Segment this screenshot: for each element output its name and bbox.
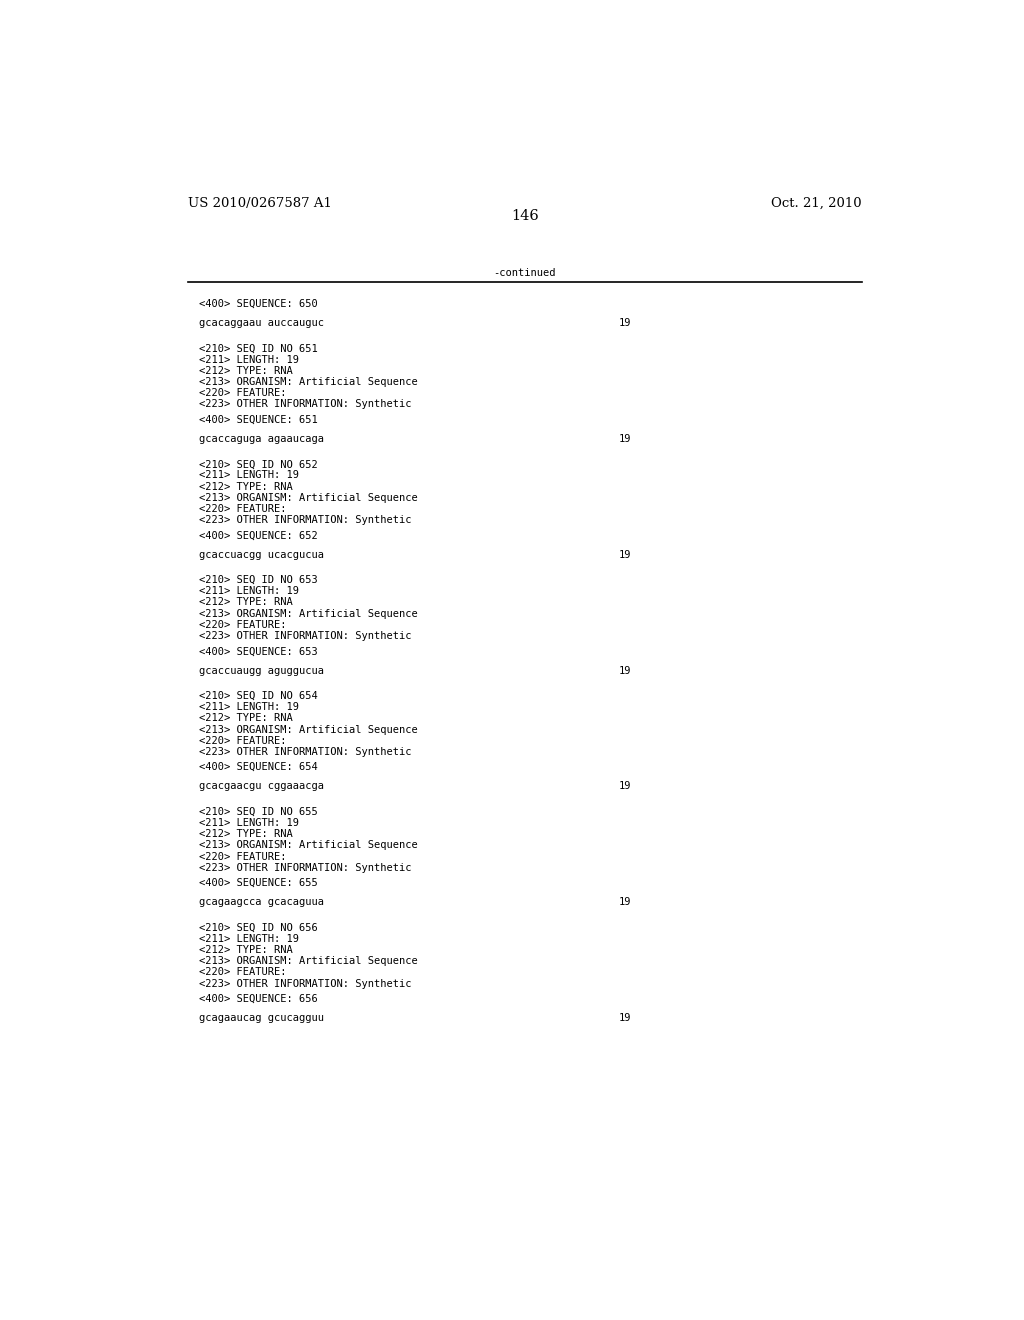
Text: <220> FEATURE:: <220> FEATURE:: [200, 968, 287, 977]
Text: <223> OTHER INFORMATION: Synthetic: <223> OTHER INFORMATION: Synthetic: [200, 631, 412, 642]
Text: <212> TYPE: RNA: <212> TYPE: RNA: [200, 829, 293, 840]
Text: <213> ORGANISM: Artificial Sequence: <213> ORGANISM: Artificial Sequence: [200, 492, 418, 503]
Text: <220> FEATURE:: <220> FEATURE:: [200, 851, 287, 862]
Text: <213> ORGANISM: Artificial Sequence: <213> ORGANISM: Artificial Sequence: [200, 956, 418, 966]
Text: <400> SEQUENCE: 652: <400> SEQUENCE: 652: [200, 531, 318, 540]
Text: -continued: -continued: [494, 268, 556, 279]
Text: <212> TYPE: RNA: <212> TYPE: RNA: [200, 713, 293, 723]
Text: <223> OTHER INFORMATION: Synthetic: <223> OTHER INFORMATION: Synthetic: [200, 863, 412, 873]
Text: <400> SEQUENCE: 651: <400> SEQUENCE: 651: [200, 414, 318, 425]
Text: gcacgaacgu cggaaacga: gcacgaacgu cggaaacga: [200, 781, 325, 792]
Text: <210> SEQ ID NO 653: <210> SEQ ID NO 653: [200, 576, 318, 585]
Text: 19: 19: [618, 434, 631, 444]
Text: <210> SEQ ID NO 651: <210> SEQ ID NO 651: [200, 343, 318, 354]
Text: <400> SEQUENCE: 655: <400> SEQUENCE: 655: [200, 878, 318, 888]
Text: <211> LENGTH: 19: <211> LENGTH: 19: [200, 470, 299, 480]
Text: <223> OTHER INFORMATION: Synthetic: <223> OTHER INFORMATION: Synthetic: [200, 978, 412, 989]
Text: 146: 146: [511, 210, 539, 223]
Text: gcaccuaugg aguggucua: gcaccuaugg aguggucua: [200, 665, 325, 676]
Text: <211> LENGTH: 19: <211> LENGTH: 19: [200, 818, 299, 828]
Text: <213> ORGANISM: Artificial Sequence: <213> ORGANISM: Artificial Sequence: [200, 378, 418, 387]
Text: gcaccaguga agaaucaga: gcaccaguga agaaucaga: [200, 434, 325, 444]
Text: <212> TYPE: RNA: <212> TYPE: RNA: [200, 482, 293, 491]
Text: <212> TYPE: RNA: <212> TYPE: RNA: [200, 945, 293, 956]
Text: <400> SEQUENCE: 650: <400> SEQUENCE: 650: [200, 298, 318, 309]
Text: <213> ORGANISM: Artificial Sequence: <213> ORGANISM: Artificial Sequence: [200, 725, 418, 734]
Text: <223> OTHER INFORMATION: Synthetic: <223> OTHER INFORMATION: Synthetic: [200, 399, 412, 409]
Text: <210> SEQ ID NO 654: <210> SEQ ID NO 654: [200, 690, 318, 701]
Text: 19: 19: [618, 781, 631, 792]
Text: 19: 19: [618, 318, 631, 327]
Text: 19: 19: [618, 549, 631, 560]
Text: gcagaagcca gcacaguua: gcagaagcca gcacaguua: [200, 898, 325, 907]
Text: <400> SEQUENCE: 656: <400> SEQUENCE: 656: [200, 994, 318, 1005]
Text: <210> SEQ ID NO 652: <210> SEQ ID NO 652: [200, 459, 318, 469]
Text: <220> FEATURE:: <220> FEATURE:: [200, 735, 287, 746]
Text: 19: 19: [618, 1014, 631, 1023]
Text: US 2010/0267587 A1: US 2010/0267587 A1: [187, 197, 332, 210]
Text: <210> SEQ ID NO 655: <210> SEQ ID NO 655: [200, 807, 318, 817]
Text: 19: 19: [618, 665, 631, 676]
Text: <220> FEATURE:: <220> FEATURE:: [200, 504, 287, 513]
Text: <400> SEQUENCE: 654: <400> SEQUENCE: 654: [200, 762, 318, 772]
Text: <220> FEATURE:: <220> FEATURE:: [200, 620, 287, 630]
Text: <400> SEQUENCE: 653: <400> SEQUENCE: 653: [200, 647, 318, 656]
Text: <213> ORGANISM: Artificial Sequence: <213> ORGANISM: Artificial Sequence: [200, 609, 418, 619]
Text: <223> OTHER INFORMATION: Synthetic: <223> OTHER INFORMATION: Synthetic: [200, 515, 412, 525]
Text: gcacaggaau auccauguc: gcacaggaau auccauguc: [200, 318, 325, 327]
Text: <211> LENGTH: 19: <211> LENGTH: 19: [200, 702, 299, 713]
Text: <211> LENGTH: 19: <211> LENGTH: 19: [200, 355, 299, 364]
Text: <223> OTHER INFORMATION: Synthetic: <223> OTHER INFORMATION: Synthetic: [200, 747, 412, 756]
Text: 19: 19: [618, 898, 631, 907]
Text: <220> FEATURE:: <220> FEATURE:: [200, 388, 287, 399]
Text: <212> TYPE: RNA: <212> TYPE: RNA: [200, 598, 293, 607]
Text: gcaccuacgg ucacgucua: gcaccuacgg ucacgucua: [200, 549, 325, 560]
Text: <213> ORGANISM: Artificial Sequence: <213> ORGANISM: Artificial Sequence: [200, 841, 418, 850]
Text: gcagaaucag gcucagguu: gcagaaucag gcucagguu: [200, 1014, 325, 1023]
Text: <212> TYPE: RNA: <212> TYPE: RNA: [200, 366, 293, 376]
Text: Oct. 21, 2010: Oct. 21, 2010: [771, 197, 862, 210]
Text: <210> SEQ ID NO 656: <210> SEQ ID NO 656: [200, 923, 318, 933]
Text: <211> LENGTH: 19: <211> LENGTH: 19: [200, 935, 299, 944]
Text: <211> LENGTH: 19: <211> LENGTH: 19: [200, 586, 299, 597]
